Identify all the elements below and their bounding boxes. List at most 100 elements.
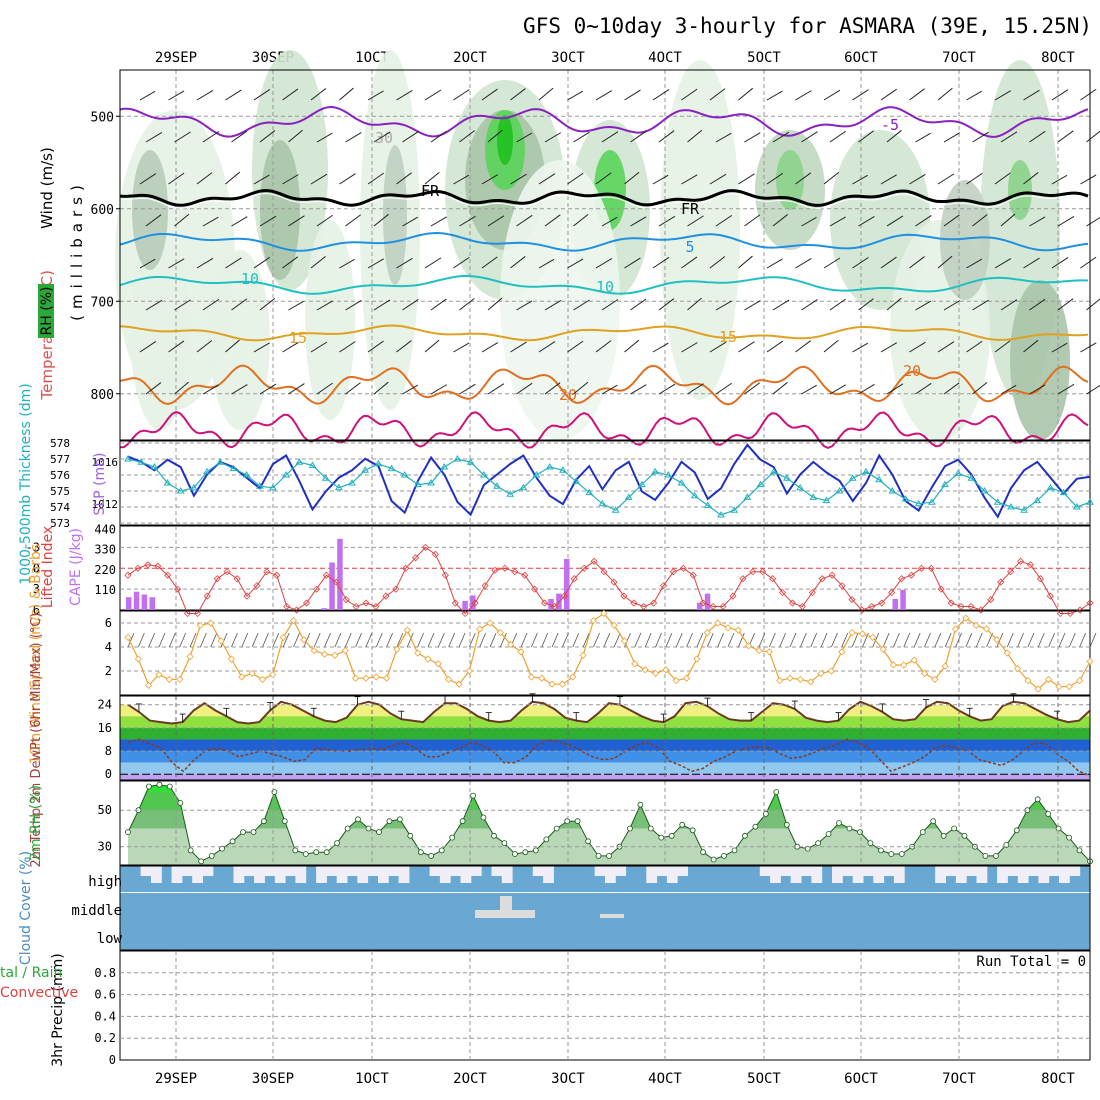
surface-wind-barb <box>903 632 911 648</box>
rh-point <box>710 856 717 863</box>
surface-wind-barb <box>531 632 538 648</box>
cloud-high-gap <box>594 866 606 876</box>
cloud-high-gap <box>450 866 461 876</box>
lifted-index-point <box>868 602 876 611</box>
cloud-high-gap <box>976 866 988 883</box>
wind-speed-point <box>786 674 794 682</box>
wind-speed-point <box>207 619 215 627</box>
wind-speed-point <box>1034 685 1042 693</box>
upper-wind-barb <box>909 173 926 185</box>
thickness-point <box>255 482 264 489</box>
thickness-point <box>901 495 910 502</box>
rh-point <box>396 816 403 823</box>
upper-wind-barb <box>259 130 276 143</box>
surface-wind-barb <box>1079 632 1087 648</box>
wind-speed-point <box>176 675 184 683</box>
lifted-index-point <box>947 599 955 607</box>
upper-wind-barb <box>373 299 391 311</box>
thickness-point <box>440 463 449 470</box>
thickness-point <box>1007 503 1015 510</box>
wind-speed-point <box>238 673 246 681</box>
upper-wind-barb <box>966 172 983 185</box>
upper-wind-barb <box>858 130 875 143</box>
thickness-point <box>361 466 370 473</box>
rh-point <box>177 800 184 806</box>
lifted-index-point <box>997 578 1005 586</box>
thickness-point <box>282 471 291 478</box>
slp-label: SLP (mb) <box>92 452 108 515</box>
cloud-middle-gap <box>600 914 624 918</box>
thickness-label: 1000-500mb Thickness (dm) <box>18 383 34 584</box>
lifted-tick-label: 6 <box>33 603 40 617</box>
lifted-index-point <box>293 606 301 614</box>
cloud-high-gap <box>285 866 296 876</box>
lifted-index-point <box>382 592 390 600</box>
isotherm-label: 10 <box>241 270 259 288</box>
wind-speed-point <box>1024 677 1032 685</box>
surface-wind-barb <box>562 632 569 648</box>
lifted-index-point <box>203 592 211 600</box>
upper-wind-barb <box>544 382 561 395</box>
upper-wind-barb <box>937 255 953 269</box>
lifted-index-line <box>127 546 1091 615</box>
isotherm-freezing-line <box>119 189 1089 207</box>
upper-wind-barb <box>972 131 989 143</box>
upper-wind-barb <box>402 131 419 143</box>
lifted-tick-label: 0 <box>33 561 40 575</box>
upper-wind-barb <box>516 214 533 227</box>
wind-speed-point <box>196 621 204 629</box>
lifted-index-point <box>1036 575 1044 583</box>
upper-wind-barb <box>994 340 1011 353</box>
wind-speed-point <box>796 675 804 683</box>
cloud-high-gap <box>491 866 503 876</box>
lifted-index-point <box>501 564 509 572</box>
upper-wind-barb <box>1080 174 1097 185</box>
upper-wind-barb <box>345 132 362 143</box>
surface-wind-barb <box>706 632 714 648</box>
wind-speed-point <box>745 642 753 650</box>
lifted-index-point <box>699 599 707 607</box>
cloud-high-gap <box>202 866 214 876</box>
lifted-index-point <box>1066 609 1074 618</box>
cloud-high-gap <box>501 866 513 883</box>
cape-bar <box>704 593 711 610</box>
cloud-high-gap <box>666 866 678 883</box>
upper-wind-barb <box>630 130 647 143</box>
upper-wind-barb <box>744 382 761 395</box>
precip-tick-label: 0.6 <box>94 988 116 1002</box>
upper-wind-barb <box>1086 130 1100 143</box>
lifted-index-point <box>729 592 737 600</box>
surface-wind-barb <box>893 632 900 648</box>
upper-wind-barb <box>823 171 839 185</box>
precip-convective-label: Convective <box>0 985 78 1001</box>
isotherm-label: FR <box>681 200 700 218</box>
upper-wind-barb <box>687 383 704 395</box>
upper-wind-barb <box>795 258 812 269</box>
temp-frame <box>119 695 1091 781</box>
rh-point <box>867 840 874 846</box>
upper-wind-barb <box>367 90 384 101</box>
lifted-index-point <box>471 599 479 607</box>
run-total-label: Run Total = 0 <box>976 954 1086 970</box>
lifted-index-point <box>491 566 499 574</box>
upper-wind-barb <box>795 172 812 185</box>
cloud-high-gap <box>398 866 410 883</box>
lifted-tick-label: -3 <box>26 540 40 554</box>
lifted-index-point <box>481 582 489 590</box>
rh-point <box>804 845 811 852</box>
wind-speed-point <box>662 666 670 674</box>
upper-wind-barb <box>1080 342 1097 353</box>
wind-speed-point <box>434 660 442 668</box>
cloud-high-gap <box>470 866 482 876</box>
thickness-point <box>888 487 897 494</box>
upper-wind-barb <box>538 87 554 101</box>
upper-wind-barb <box>339 173 356 185</box>
mb-label: (millibars) <box>68 179 86 321</box>
cloud-middle-label: middle <box>71 903 122 919</box>
surface-wind-barb <box>1048 632 1055 648</box>
rh-point <box>836 820 842 826</box>
upper-wind-barb <box>715 132 732 143</box>
lifted-index-point <box>154 562 162 570</box>
upper-wind-barb <box>709 256 726 269</box>
surface-wind-barb <box>148 632 156 648</box>
